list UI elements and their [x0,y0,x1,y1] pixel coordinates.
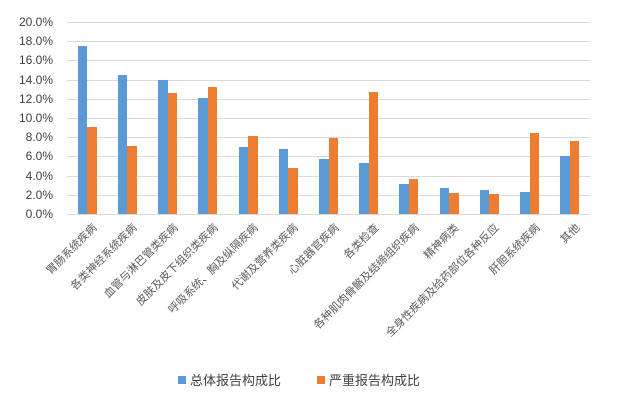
y-tick-label: 12.0% [18,92,53,106]
y-tick-label: 4.0% [25,169,53,183]
bar-serious [87,126,97,214]
gridline [67,60,590,61]
y-tick-label: 14.0% [18,73,53,87]
bar-overall [399,184,409,214]
bar-serious [167,93,178,214]
gridline [67,80,590,81]
legend-label: 总体报告构成比 [190,374,282,389]
y-tick-label: 2.0% [25,188,53,202]
x-category-label: 其他 [557,221,583,247]
legend-swatch-blue-icon [178,375,186,384]
bar-serious [489,193,499,214]
gridline [67,41,590,42]
legend-item-overall: 总体报告构成比 [178,370,281,389]
legend: 总体报告构成比 严重报告构成比 [0,370,625,389]
y-tick-label: 10.0% [18,111,53,125]
bar-serious [449,192,459,214]
bar-serious [248,136,258,214]
bar-serious [328,138,338,214]
bar-overall [319,159,329,214]
y-tick-label: 20.0% [18,15,53,29]
x-category-label: 各类检查 [340,221,382,262]
x-category-label: 精神病类 [421,221,462,262]
legend-item-serious: 严重报告构成比 [317,370,420,389]
bar-overall [238,146,249,214]
y-tick-label: 8.0% [25,130,53,144]
bar-overall [198,97,208,214]
bar-overall [158,79,168,214]
bar-serious [207,87,218,214]
y-tick-label: 18.0% [18,34,53,48]
bar-overall [560,156,570,214]
y-tick-label: 16.0% [18,53,53,67]
bar-overall [359,163,369,214]
gridline [67,137,590,138]
bar-serious [569,141,580,214]
bar-overall [479,190,490,214]
bar-overall [439,188,450,214]
legend-swatch-orange-icon [317,375,325,384]
gridline [67,118,590,119]
legend-label: 严重报告构成比 [329,374,421,389]
bar-overall [520,191,530,214]
bar-serious [368,92,379,214]
bar-serious [408,179,419,214]
y-tick-label: 0.0% [25,207,53,221]
y-tick-label: 6.0% [25,149,53,163]
bar-serious [529,133,540,214]
gridline [67,214,590,215]
bar-overall [278,148,289,214]
bar-overall [117,74,128,214]
bar-overall [77,46,88,214]
bar-serious [288,167,298,214]
x-category-label: 血管与淋巴管类疾病 [100,221,181,301]
bar-serious [127,145,137,214]
gridline [67,99,590,100]
gridline [67,22,590,23]
